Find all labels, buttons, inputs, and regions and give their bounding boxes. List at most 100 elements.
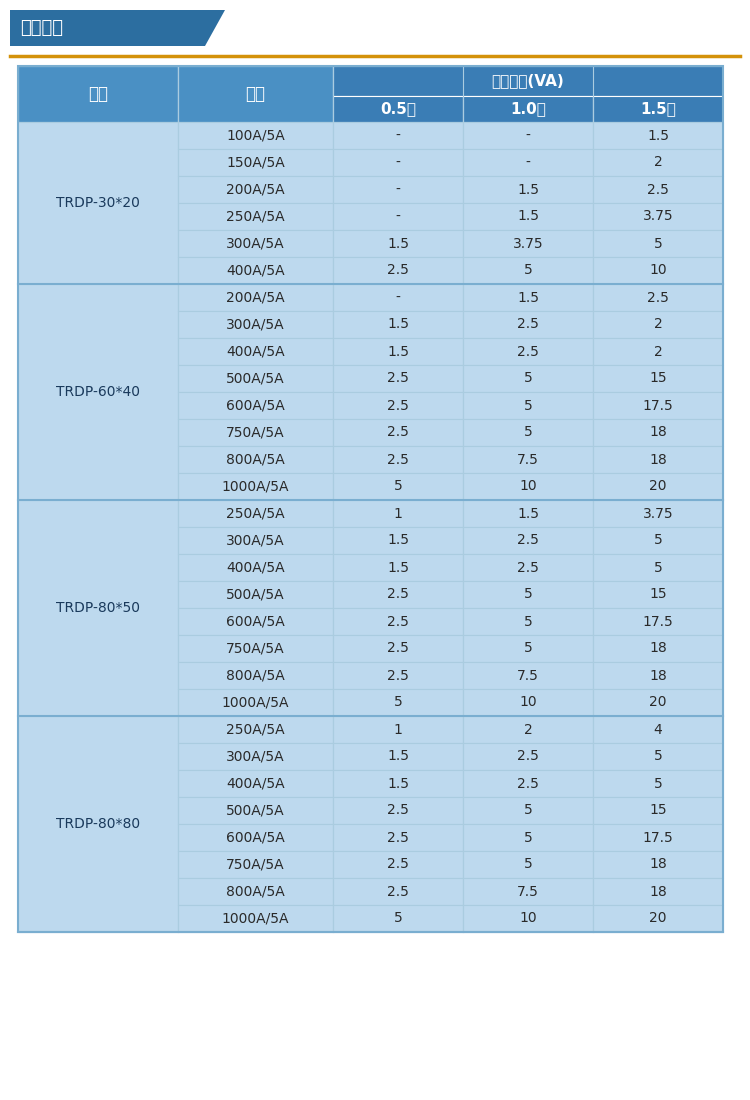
Text: 200A/5A: 200A/5A	[226, 183, 285, 197]
Text: 5: 5	[524, 398, 532, 412]
Text: 2.5: 2.5	[517, 344, 539, 359]
Text: 2: 2	[653, 318, 662, 331]
Bar	[178, 392, 333, 419]
Bar	[333, 96, 463, 122]
Text: 7.5: 7.5	[517, 669, 539, 682]
Text: 1.5: 1.5	[387, 236, 409, 251]
Bar	[593, 527, 723, 554]
Bar	[18, 716, 178, 932]
Text: 3.75: 3.75	[643, 506, 674, 520]
Bar	[593, 446, 723, 473]
Bar	[178, 311, 333, 338]
Bar	[333, 257, 463, 284]
Text: 2.5: 2.5	[387, 426, 409, 440]
Text: 2.5: 2.5	[517, 561, 539, 574]
Bar	[333, 770, 463, 798]
Text: 100A/5A: 100A/5A	[226, 129, 285, 143]
Text: 15: 15	[650, 803, 667, 817]
Text: 750A/5A: 750A/5A	[226, 426, 285, 440]
Text: 1000A/5A: 1000A/5A	[222, 480, 290, 494]
Text: 15: 15	[650, 587, 667, 602]
Text: 18: 18	[649, 452, 667, 466]
Bar	[463, 311, 593, 338]
Bar	[333, 419, 463, 446]
Bar	[593, 635, 723, 662]
Text: 2.5: 2.5	[517, 318, 539, 331]
Bar	[178, 148, 333, 176]
Bar	[463, 824, 593, 851]
Bar	[333, 392, 463, 419]
Text: 2.5: 2.5	[517, 534, 539, 548]
Text: 300A/5A: 300A/5A	[226, 236, 285, 251]
Text: 1000A/5A: 1000A/5A	[222, 912, 290, 925]
Bar	[333, 66, 723, 96]
Text: 500A/5A: 500A/5A	[226, 803, 285, 817]
Text: 1: 1	[394, 506, 403, 520]
Bar	[178, 608, 333, 635]
Text: 2.5: 2.5	[647, 183, 669, 197]
Bar	[178, 716, 333, 742]
Text: 20: 20	[650, 912, 667, 925]
Text: 400A/5A: 400A/5A	[226, 561, 285, 574]
Text: 300A/5A: 300A/5A	[226, 749, 285, 763]
Bar	[178, 851, 333, 878]
Text: 3.75: 3.75	[643, 209, 674, 223]
Bar	[333, 824, 463, 851]
Bar	[593, 419, 723, 446]
Text: 7.5: 7.5	[517, 452, 539, 466]
Bar	[593, 905, 723, 932]
Bar	[333, 365, 463, 392]
Bar	[593, 284, 723, 311]
Bar	[593, 392, 723, 419]
Bar	[178, 257, 333, 284]
Text: 18: 18	[649, 641, 667, 656]
Text: 5: 5	[653, 534, 662, 548]
Bar	[178, 204, 333, 230]
Bar	[333, 500, 463, 527]
Bar	[463, 689, 593, 716]
Bar	[333, 716, 463, 742]
Bar	[178, 527, 333, 554]
Bar	[178, 122, 333, 149]
Text: 5: 5	[394, 912, 402, 925]
Text: 2.5: 2.5	[387, 884, 409, 899]
Text: 主要规格: 主要规格	[20, 19, 63, 37]
Bar	[18, 284, 178, 500]
Text: 150A/5A: 150A/5A	[226, 155, 285, 169]
Text: 200A/5A: 200A/5A	[226, 290, 285, 305]
Text: 400A/5A: 400A/5A	[226, 777, 285, 791]
Bar	[593, 96, 723, 122]
Text: 2.5: 2.5	[387, 641, 409, 656]
Text: 1.5: 1.5	[517, 506, 539, 520]
Text: 1.5: 1.5	[517, 209, 539, 223]
Bar	[178, 338, 333, 365]
Text: 1: 1	[394, 723, 403, 737]
Bar	[333, 608, 463, 635]
Text: 0.5级: 0.5级	[380, 101, 416, 117]
Bar	[593, 204, 723, 230]
Bar	[333, 204, 463, 230]
Bar	[593, 311, 723, 338]
Bar	[463, 419, 593, 446]
Text: 600A/5A: 600A/5A	[226, 398, 285, 412]
Bar	[463, 473, 593, 500]
Bar	[463, 878, 593, 905]
Text: 1.5: 1.5	[387, 318, 409, 331]
Bar	[463, 742, 593, 770]
Text: 750A/5A: 750A/5A	[226, 641, 285, 656]
Bar	[463, 96, 593, 122]
Bar	[463, 204, 593, 230]
Bar	[18, 122, 178, 284]
Text: 3.75: 3.75	[513, 236, 543, 251]
Text: -: -	[526, 129, 530, 143]
Text: 5: 5	[524, 830, 532, 845]
Text: -: -	[395, 209, 400, 223]
Text: 2: 2	[524, 723, 532, 737]
Text: 规格: 规格	[245, 85, 266, 103]
Text: 750A/5A: 750A/5A	[226, 858, 285, 871]
Bar	[178, 473, 333, 500]
Bar	[333, 122, 463, 149]
Bar	[178, 742, 333, 770]
Text: 250A/5A: 250A/5A	[226, 209, 285, 223]
Text: 1.5: 1.5	[517, 290, 539, 305]
